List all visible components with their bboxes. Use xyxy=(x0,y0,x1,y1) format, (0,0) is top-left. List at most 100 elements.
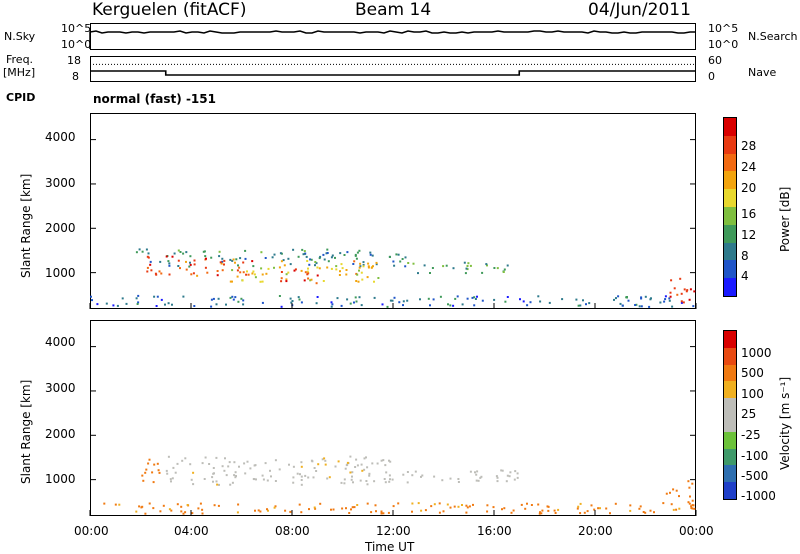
power-tick-16: 16 xyxy=(741,207,757,221)
data-cell xyxy=(298,503,301,506)
data-cell xyxy=(324,459,327,462)
data-cell xyxy=(503,507,506,510)
data-cell xyxy=(282,259,285,262)
data-cell xyxy=(232,298,235,301)
data-cell xyxy=(692,305,695,308)
data-cell xyxy=(189,261,191,264)
data-cell xyxy=(673,287,676,290)
data-cell xyxy=(176,462,179,465)
data-cell xyxy=(353,260,356,263)
data-cell xyxy=(615,297,617,300)
data-cell xyxy=(380,510,383,513)
data-cell xyxy=(229,280,232,283)
data-cell xyxy=(346,298,349,301)
data-cell xyxy=(306,273,309,276)
data-cell xyxy=(137,301,140,304)
data-cell xyxy=(392,260,395,263)
data-cell xyxy=(211,476,214,479)
data-cell xyxy=(358,269,360,272)
data-cell xyxy=(382,459,385,462)
data-cell xyxy=(388,459,390,462)
data-cell xyxy=(182,295,185,298)
data-cell xyxy=(452,304,455,307)
data-cell xyxy=(318,267,321,270)
data-cell xyxy=(678,495,680,498)
colorbar-segment xyxy=(724,381,736,399)
data-cell xyxy=(225,474,228,477)
data-cell xyxy=(215,480,218,483)
data-cell xyxy=(237,264,239,267)
data-cell xyxy=(668,297,671,300)
nave-tick-bottom: 0 xyxy=(708,70,715,83)
data-cell xyxy=(229,296,232,299)
data-cell xyxy=(597,507,600,510)
colorbar-segment xyxy=(724,431,736,450)
data-cell xyxy=(446,503,449,506)
data-cell xyxy=(439,295,442,298)
beam-title: Beam 14 xyxy=(355,0,432,20)
data-cell xyxy=(355,280,358,282)
data-cell xyxy=(640,305,643,308)
data-cell xyxy=(315,470,318,472)
data-cell xyxy=(242,299,245,302)
data-cell xyxy=(201,512,204,515)
data-cell xyxy=(182,252,185,255)
data-cell xyxy=(461,504,463,506)
data-cell xyxy=(456,295,459,298)
data-cell xyxy=(193,305,196,307)
data-cell xyxy=(170,509,173,512)
data-cell xyxy=(341,267,344,270)
data-cell xyxy=(330,508,332,511)
freq-panel xyxy=(90,56,696,82)
data-cell xyxy=(253,478,256,481)
data-cell xyxy=(650,297,652,300)
data-cell xyxy=(138,505,141,508)
data-cell xyxy=(502,271,505,273)
data-cell xyxy=(181,459,184,462)
data-cell xyxy=(121,297,124,300)
nsky-label: N.Sky xyxy=(4,30,36,43)
data-cell xyxy=(344,467,347,470)
data-cell xyxy=(384,481,387,484)
data-cell xyxy=(391,299,394,302)
velocity-tick-m1000: -1000 xyxy=(741,489,776,503)
data-cell xyxy=(300,465,303,468)
data-cell xyxy=(259,510,262,513)
data-cell xyxy=(516,476,519,479)
data-cell xyxy=(242,271,245,274)
data-cell xyxy=(384,464,387,467)
data-cell xyxy=(361,278,364,281)
power-tick-4: 4 xyxy=(741,269,749,283)
colorbar-segment xyxy=(724,465,736,483)
data-cell xyxy=(351,475,353,478)
data-cell xyxy=(168,273,171,276)
data-cell xyxy=(150,269,153,272)
data-cell xyxy=(376,462,379,465)
colorbar-segment xyxy=(724,364,736,382)
data-cell xyxy=(135,251,138,254)
data-cell xyxy=(371,254,374,257)
data-cell xyxy=(237,503,240,506)
data-cell xyxy=(144,512,147,515)
data-cell xyxy=(672,488,675,491)
cpid-value: normal (fast) -151 xyxy=(93,92,216,106)
data-cell xyxy=(355,300,358,303)
data-cell xyxy=(561,298,564,301)
data-cell xyxy=(683,288,686,291)
data-cell xyxy=(193,259,196,262)
data-cell xyxy=(362,261,365,264)
data-cell xyxy=(221,260,224,263)
data-cell xyxy=(516,472,519,475)
data-cell xyxy=(688,486,691,489)
data-cell xyxy=(389,478,391,481)
data-cell xyxy=(242,303,245,306)
data-cell xyxy=(360,463,363,466)
data-cell xyxy=(648,305,651,308)
data-cell xyxy=(501,508,503,511)
data-cell xyxy=(305,255,308,258)
data-cell xyxy=(420,475,422,478)
colorbar-segment xyxy=(724,135,736,155)
data-cell xyxy=(210,305,213,308)
data-cell xyxy=(300,479,303,481)
data-cell xyxy=(303,250,306,253)
